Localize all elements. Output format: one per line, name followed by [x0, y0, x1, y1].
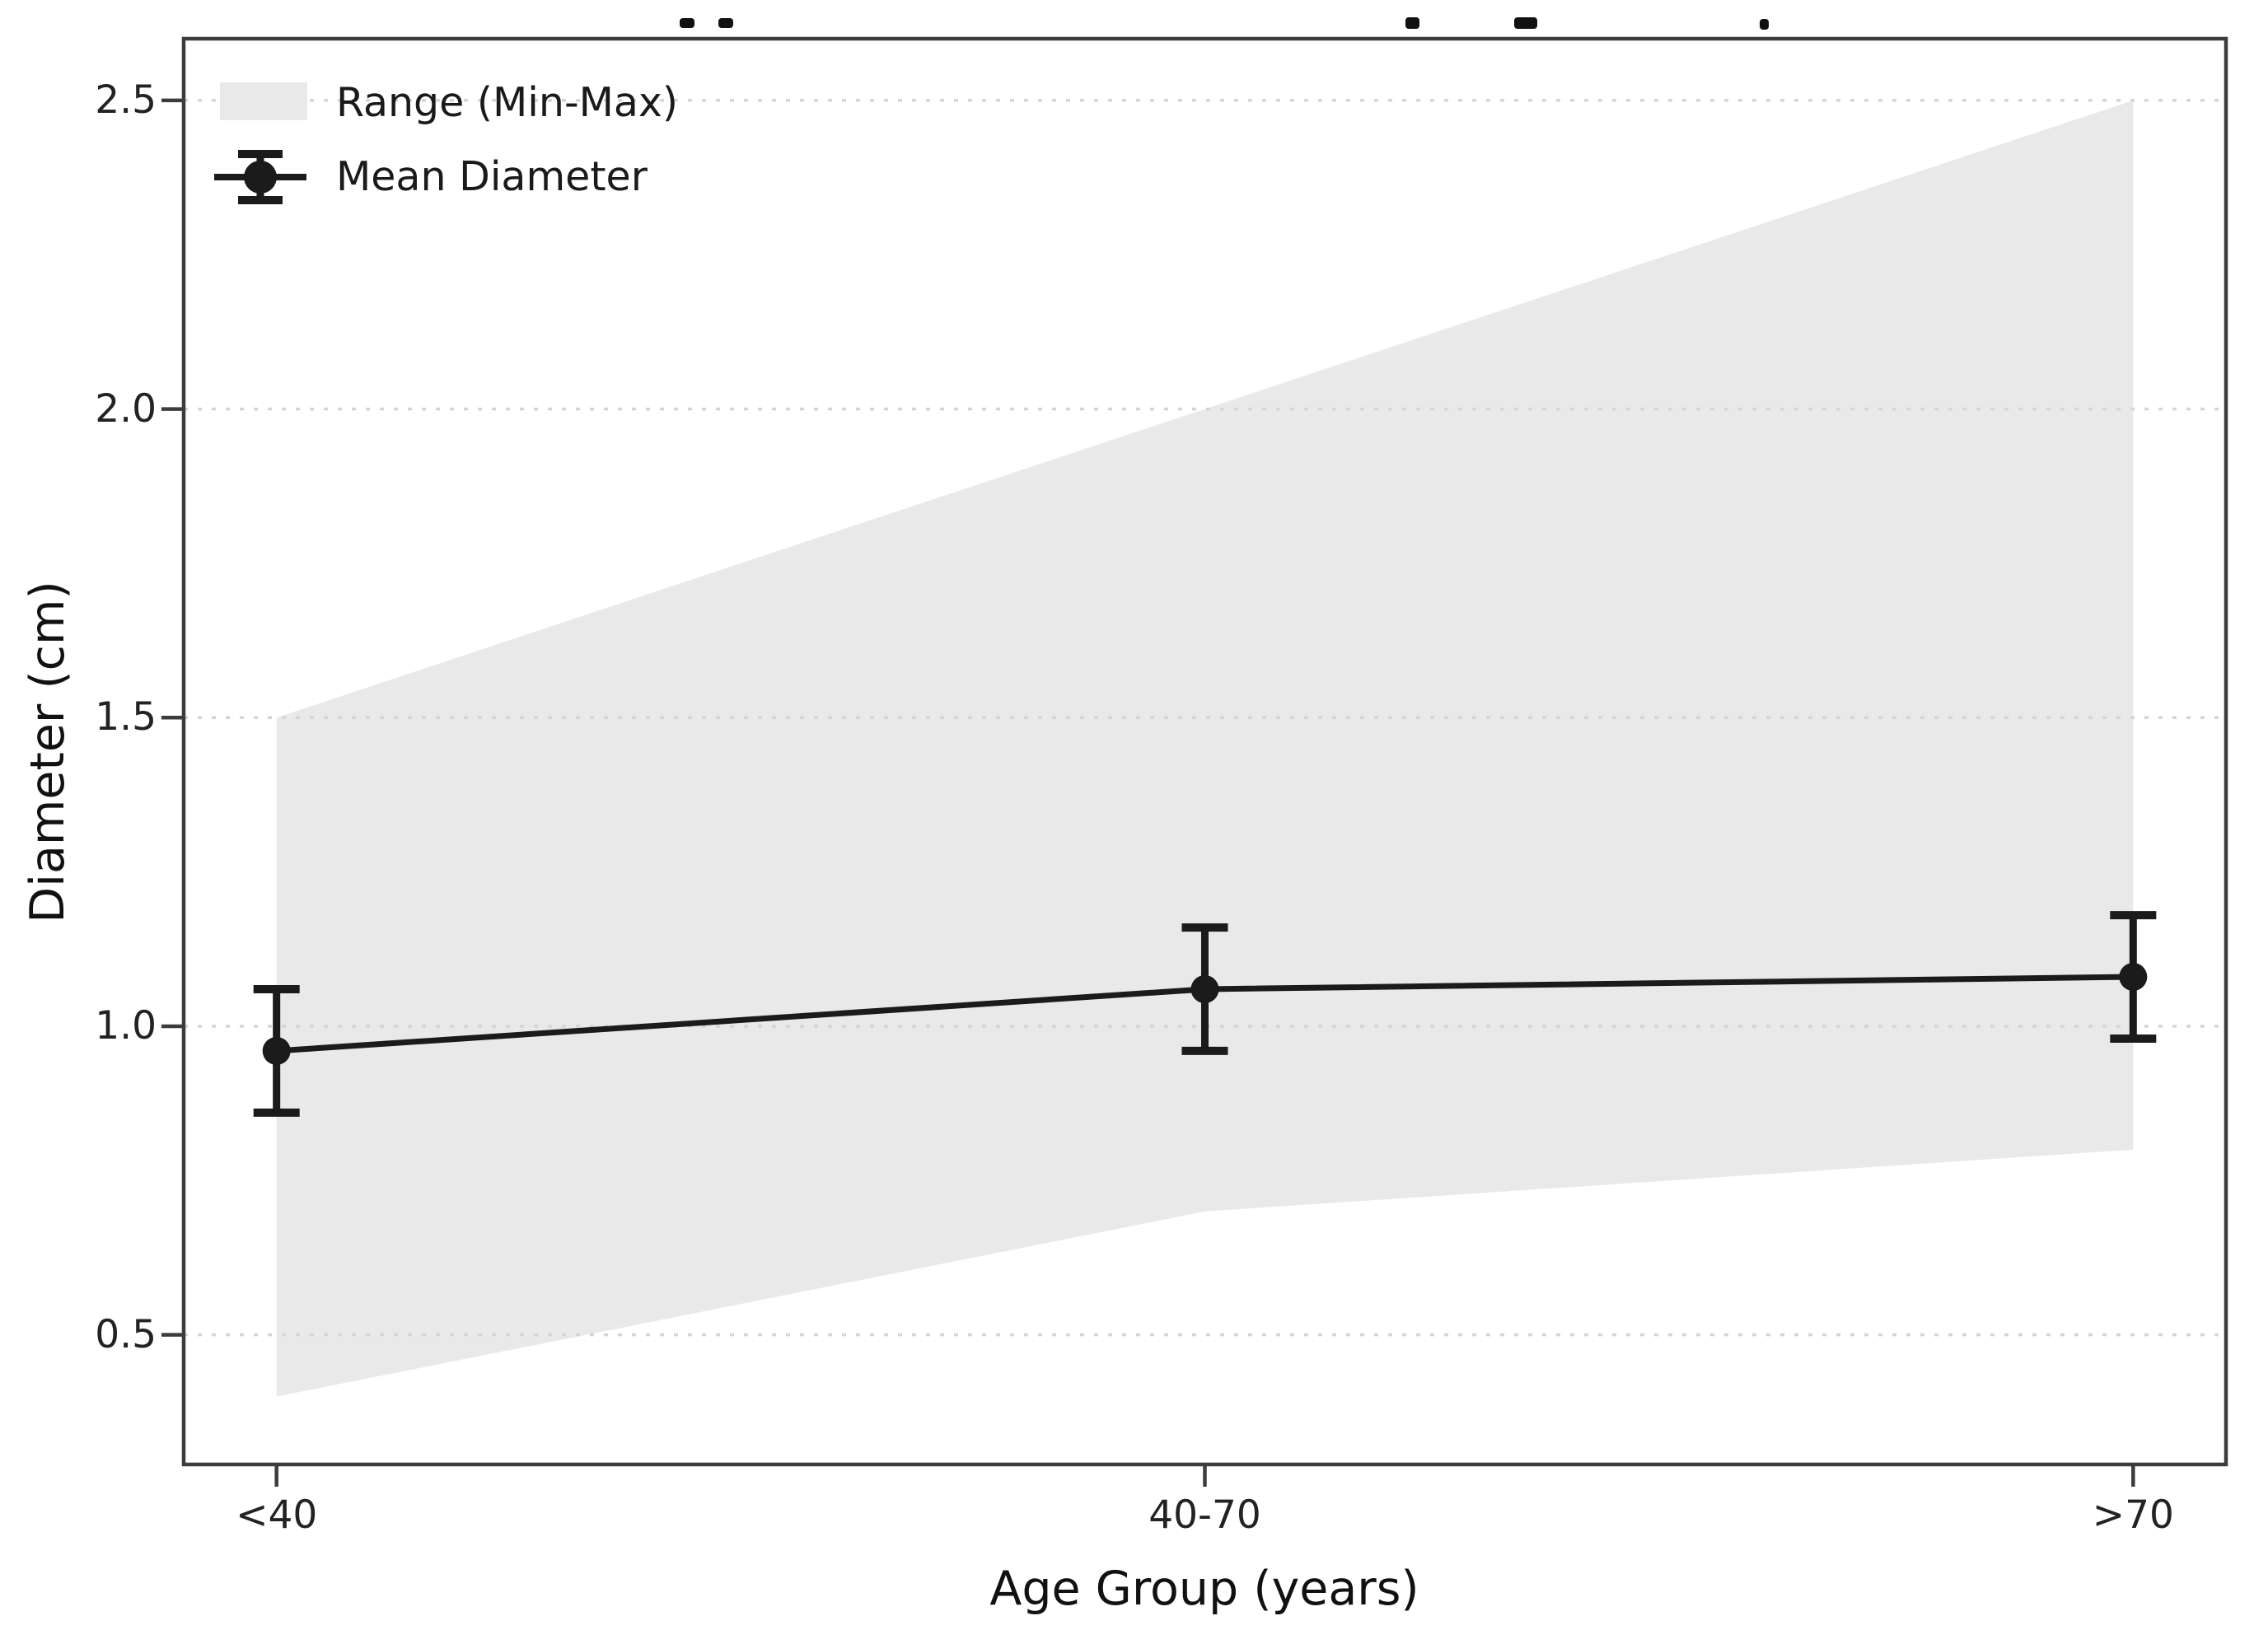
mean-marker [1190, 975, 1219, 1003]
mean-marker [2119, 963, 2148, 992]
x-tick-label: 40-70 [1148, 1492, 1261, 1538]
legend-label-range: Range (Min-Max) [336, 79, 679, 126]
plot-border [181, 36, 2228, 1467]
range-band [276, 100, 2134, 1397]
errorbar-marker-icon [214, 150, 306, 204]
x-tick-label: <40 [236, 1492, 318, 1538]
mean-marker [262, 1036, 291, 1065]
range-band-swatch [220, 82, 307, 120]
cropped-title-descender [1760, 19, 1769, 30]
legend-label-mean: Mean Diameter [336, 153, 648, 200]
y-tick-label: 2.5 [95, 77, 157, 123]
y-axis-label: Diameter (cm) [21, 581, 75, 923]
x-tick-label: >70 [2092, 1492, 2174, 1538]
cropped-title-descender [1514, 17, 1537, 29]
cropped-title-descender [1405, 17, 1419, 29]
y-tick-label: 0.5 [95, 1311, 157, 1357]
cropped-title-descender [718, 18, 733, 28]
cropped-title-descender [680, 18, 694, 28]
y-tick-label: 1.5 [95, 694, 157, 740]
y-tick-label: 1.0 [95, 1002, 157, 1049]
x-axis-label: Age Group (years) [989, 1562, 1419, 1616]
y-tick-label: 2.0 [95, 385, 157, 432]
